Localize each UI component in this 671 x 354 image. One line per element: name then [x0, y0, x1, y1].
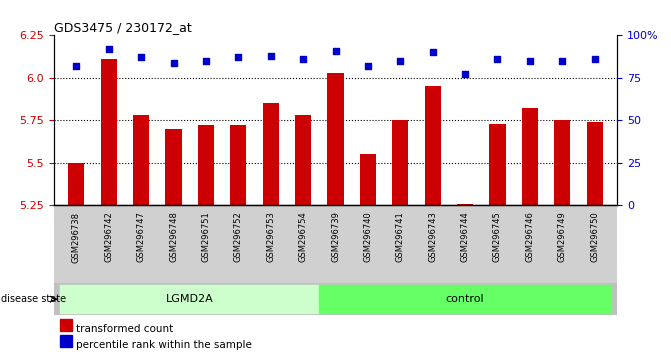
Text: GDS3475 / 230172_at: GDS3475 / 230172_at: [54, 21, 191, 34]
Bar: [166, 129, 182, 205]
Text: control: control: [446, 294, 484, 304]
Text: GSM296745: GSM296745: [493, 212, 502, 262]
Bar: [425, 86, 441, 205]
Text: GSM296752: GSM296752: [234, 212, 243, 262]
Bar: [522, 108, 538, 205]
Point: [233, 55, 244, 60]
Text: GSM296738: GSM296738: [72, 212, 81, 263]
Bar: [230, 125, 246, 205]
Text: GSM296753: GSM296753: [266, 212, 275, 262]
Text: GSM296751: GSM296751: [201, 212, 211, 262]
Text: GSM296749: GSM296749: [558, 212, 567, 262]
Bar: [295, 115, 311, 205]
Point: [395, 58, 406, 64]
Point: [265, 53, 276, 59]
Text: percentile rank within the sample: percentile rank within the sample: [76, 340, 252, 350]
Point: [103, 46, 114, 52]
Bar: [319, 285, 611, 314]
Bar: [327, 73, 344, 205]
Text: GSM296739: GSM296739: [331, 212, 340, 262]
Text: GSM296743: GSM296743: [428, 212, 437, 262]
Text: GSM296740: GSM296740: [364, 212, 372, 262]
Point: [525, 58, 535, 64]
Bar: [489, 124, 505, 205]
Bar: [262, 103, 279, 205]
Point: [427, 50, 438, 55]
Text: GSM296750: GSM296750: [590, 212, 599, 262]
Bar: [586, 122, 603, 205]
Point: [589, 56, 600, 62]
Text: GSM296741: GSM296741: [396, 212, 405, 262]
Bar: [101, 59, 117, 205]
Bar: [68, 163, 85, 205]
Text: GSM296748: GSM296748: [169, 212, 178, 262]
Point: [460, 72, 470, 77]
Text: GSM296742: GSM296742: [104, 212, 113, 262]
Text: GSM296754: GSM296754: [299, 212, 307, 262]
Point: [298, 56, 309, 62]
Bar: [554, 120, 570, 205]
Point: [201, 58, 211, 64]
Bar: [198, 125, 214, 205]
Text: transformed count: transformed count: [76, 324, 173, 334]
Bar: [60, 285, 319, 314]
Bar: [392, 120, 409, 205]
Point: [71, 63, 82, 69]
Point: [362, 63, 373, 69]
Point: [168, 60, 179, 65]
Point: [557, 58, 568, 64]
Text: GSM296746: GSM296746: [525, 212, 534, 262]
Bar: [360, 154, 376, 205]
Bar: [133, 115, 149, 205]
Text: GSM296744: GSM296744: [460, 212, 470, 262]
Text: disease state: disease state: [1, 294, 66, 304]
Point: [136, 55, 146, 60]
Bar: [457, 204, 473, 205]
Text: GSM296747: GSM296747: [137, 212, 146, 262]
Text: LGMD2A: LGMD2A: [166, 294, 213, 304]
Point: [492, 56, 503, 62]
Point: [330, 48, 341, 53]
